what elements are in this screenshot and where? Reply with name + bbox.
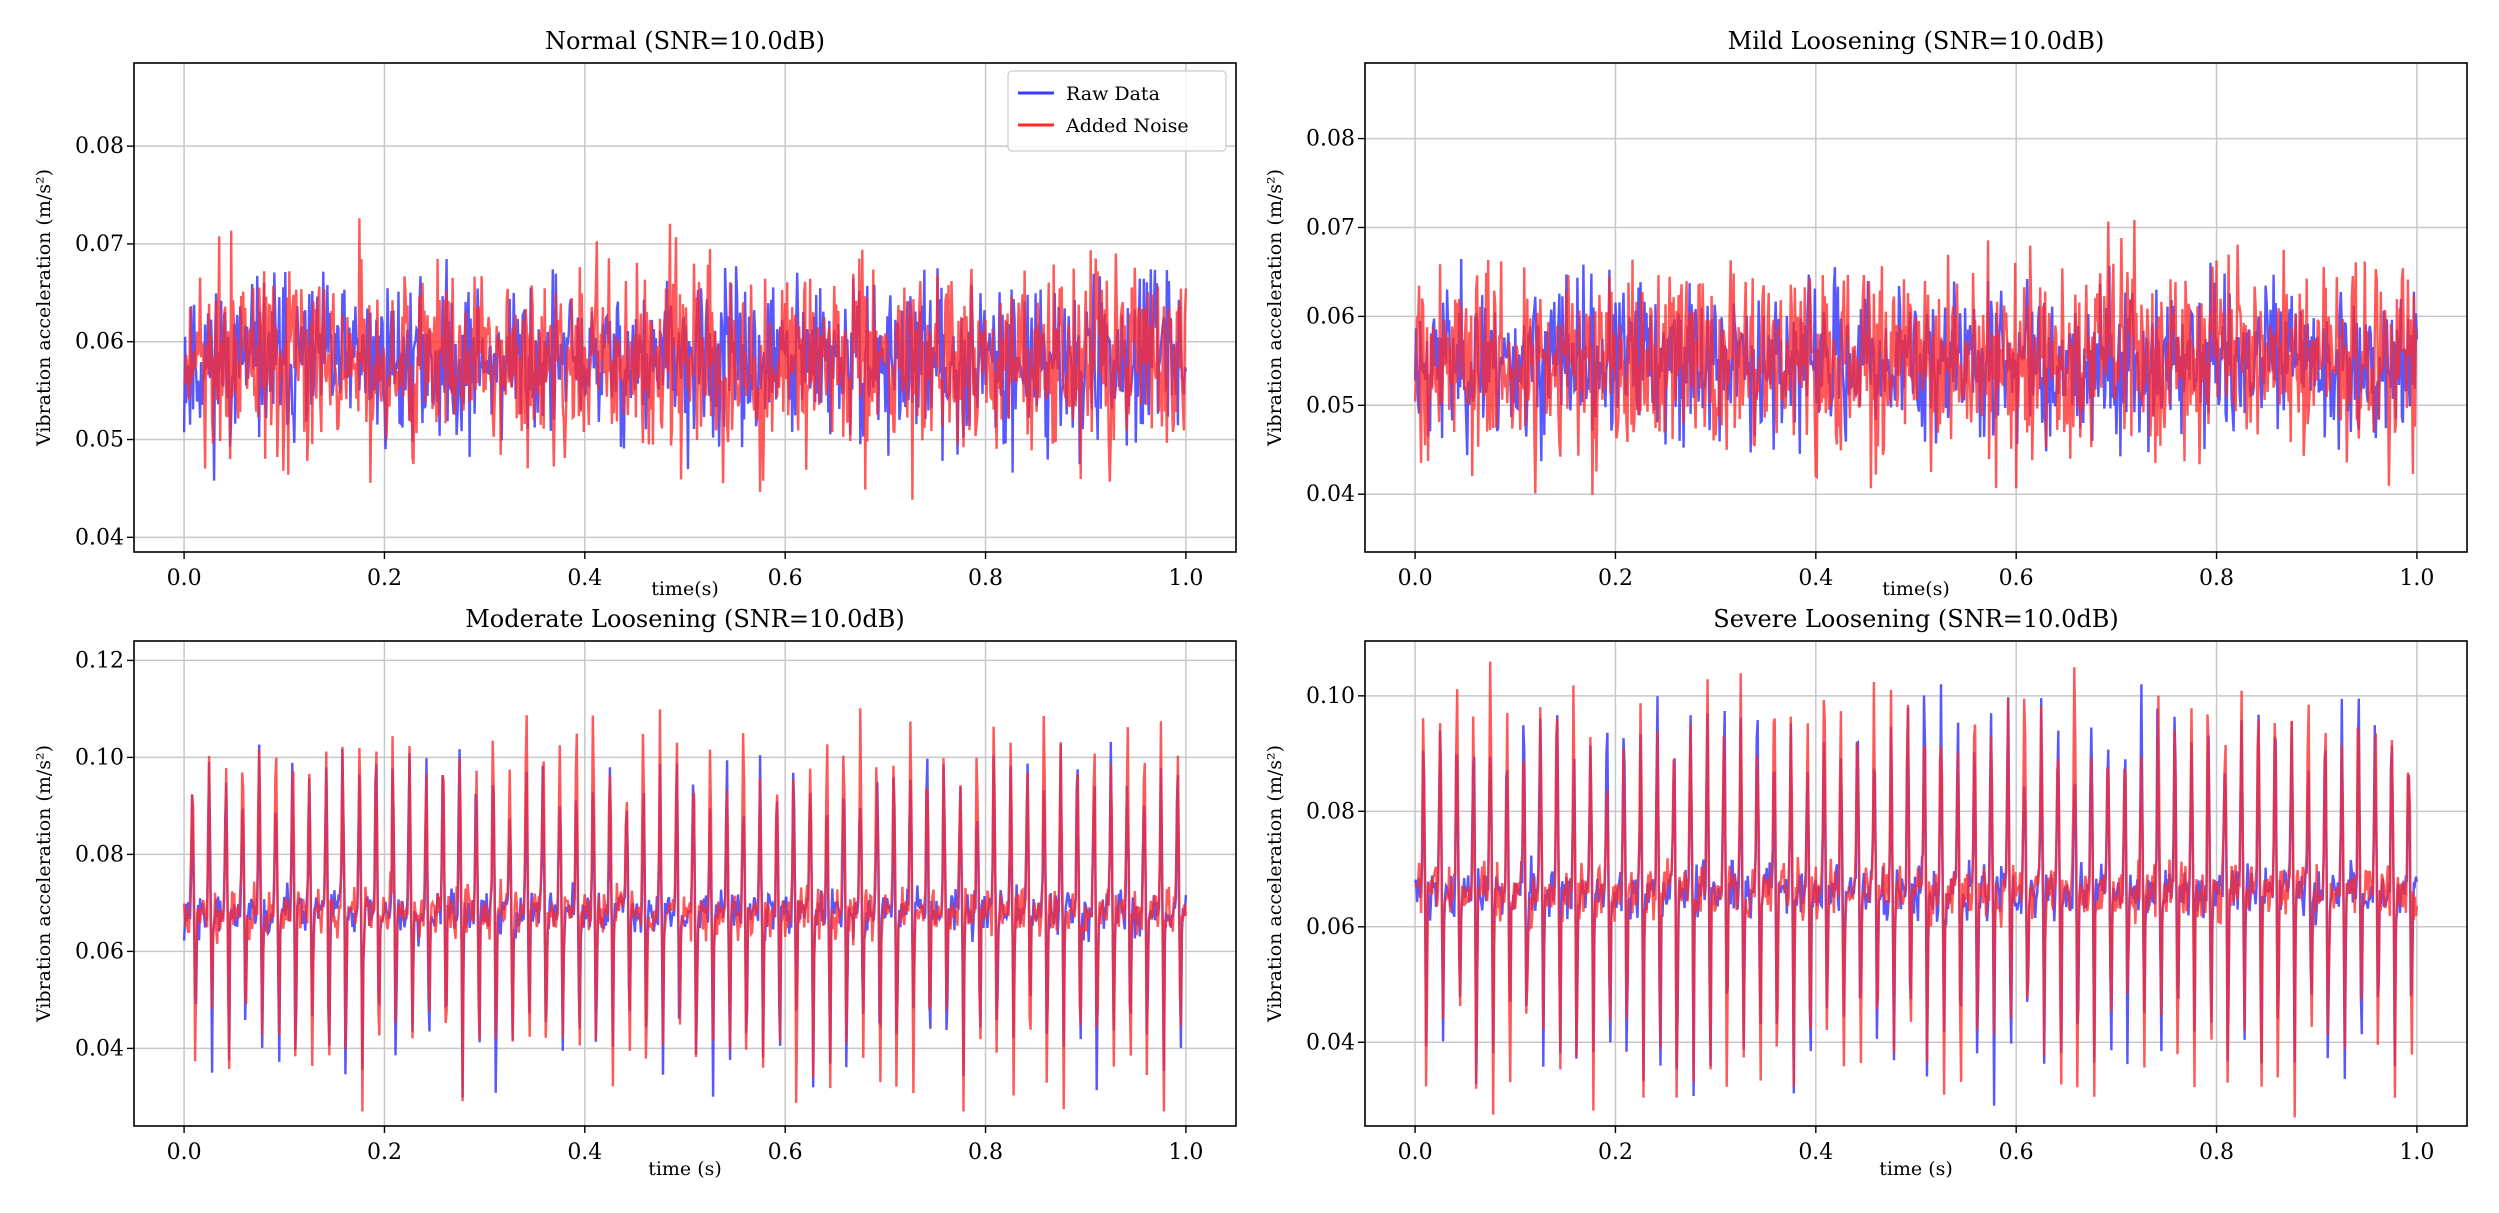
series-line-added-noise: [183, 218, 1188, 500]
y-axis-label: Vibration acceleration (m/s²): [33, 169, 55, 447]
x-tick-label: 0.0: [167, 1140, 202, 1165]
x-tick-label: 0.6: [1999, 1140, 2034, 1165]
x-tick-label: 0.6: [1999, 566, 2034, 591]
x-tick-label: 0.8: [2199, 1140, 2234, 1165]
series-line-added-noise: [1413, 219, 2418, 495]
y-tick-label: 0.06: [75, 330, 124, 355]
x-tick-label: 0.8: [968, 1140, 1003, 1165]
y-axis-label: Vibration acceleration (m/s²): [33, 745, 55, 1023]
y-axis-label: Vibration acceleration (m/s²): [1264, 169, 1286, 447]
y-tick-label: 0.04: [75, 1036, 124, 1061]
subplot-4: 0.0 0.2 0.4 0.6 0.8 1.0 0.04 0.06 0.08 0.10 Severe…: [1264, 605, 2468, 1180]
y-tick-label: 0.06: [1306, 304, 1355, 329]
series-line-added-noise: [182, 708, 1188, 1112]
legend: Raw Data Added Noise: [1007, 70, 1227, 152]
axes-frame: [1364, 640, 2468, 1127]
x-tick-label: 0.0: [1398, 566, 1433, 591]
chart-title: Severe Loosening (SNR=10.0dB): [1713, 605, 2118, 633]
y-tick-label: 0.04: [1306, 482, 1355, 507]
y-tick-label: 0.08: [1306, 127, 1355, 152]
x-tick-label: 0.4: [1798, 1140, 1833, 1165]
y-tick-label: 0.06: [1306, 915, 1355, 940]
y-tick-label: 0.12: [75, 648, 124, 673]
y-tick-label: 0.10: [1306, 684, 1355, 709]
x-tick-label: 0.2: [367, 1140, 402, 1165]
x-tick-label: 1.0: [1168, 1140, 1203, 1165]
axes-frame: [133, 62, 1237, 553]
axes-frame: [133, 640, 1237, 1127]
subplot-1: 0.0 0.2 0.4 0.6 0.8 1.0 0.04 0.05 0.06 0.07 0.08 No…: [33, 27, 1237, 600]
y-tick-label: 0.05: [75, 428, 124, 453]
legend-box: [1007, 70, 1227, 152]
y-tick-label: 0.08: [75, 134, 124, 159]
chart-title: Normal (SNR=10.0dB): [545, 27, 825, 55]
y-tick-label: 0.06: [75, 939, 124, 964]
chart-title: Mild Loosening (SNR=10.0dB): [1728, 27, 2105, 55]
y-axis-label: Vibration acceleration (m/s²): [1264, 745, 1286, 1023]
x-tick-label: 0.2: [1598, 1140, 1633, 1165]
subplot-2: 0.0 0.2 0.4 0.6 0.8 1.0 0.04 0.05 0.06 0.07 0.08 Mi…: [1264, 27, 2468, 600]
y-tick-label: 0.04: [75, 525, 124, 550]
legend-label: Added Noise: [1065, 115, 1189, 137]
x-axis-label: time (s): [648, 1158, 722, 1180]
x-tick-label: 1.0: [1168, 566, 1203, 591]
y-tick-label: 0.07: [75, 232, 124, 257]
x-tick-label: 0.8: [2199, 566, 2234, 591]
x-tick-label: 0.8: [968, 566, 1003, 591]
x-axis-label: time(s): [1882, 578, 1950, 600]
y-tick-label: 0.07: [1306, 215, 1355, 240]
x-tick-label: 0.6: [768, 1140, 803, 1165]
chart-title: Moderate Loosening (SNR=10.0dB): [465, 605, 905, 633]
x-tick-label: 0.2: [1598, 566, 1633, 591]
y-tick-label: 0.08: [75, 842, 124, 867]
x-tick-label: 0.2: [367, 566, 402, 591]
axes-frame: [1364, 62, 2468, 553]
x-axis-label: time (s): [1879, 1158, 1953, 1180]
legend-label: Raw Data: [1066, 83, 1160, 105]
x-tick-label: 0.0: [1398, 1140, 1433, 1165]
series-line-added-noise: [1414, 661, 2419, 1118]
x-tick-label: 1.0: [2399, 1140, 2434, 1165]
y-tick-label: 0.04: [1306, 1030, 1355, 1055]
x-tick-label: 0.0: [167, 566, 202, 591]
subplot-3: 0.0 0.2 0.4 0.6 0.8 1.0 0.04 0.06 0.08 0.10 0.12 Mo…: [33, 605, 1237, 1180]
x-tick-label: 1.0: [2399, 566, 2434, 591]
x-tick-label: 0.4: [567, 566, 602, 591]
y-tick-label: 0.08: [1306, 799, 1355, 824]
x-tick-label: 0.4: [567, 1140, 602, 1165]
x-tick-label: 0.6: [768, 566, 803, 591]
y-tick-label: 0.05: [1306, 393, 1355, 418]
y-tick-label: 0.10: [75, 745, 124, 770]
x-axis-label: time(s): [651, 578, 719, 600]
x-tick-label: 0.4: [1798, 566, 1833, 591]
